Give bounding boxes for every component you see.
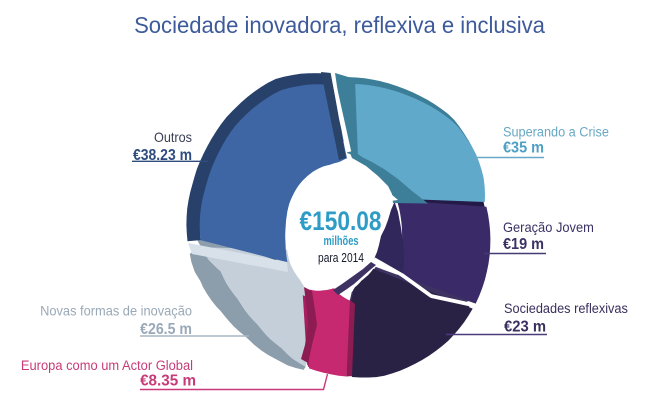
svg-text:Europa como um Actor Global: Europa como um Actor Global [21,358,193,374]
svg-text:Novas formas de inovação: Novas formas de inovação [40,303,192,319]
svg-text:Superando a Crise: Superando a Crise [503,124,609,140]
svg-text:milhões: milhões [324,235,359,249]
svg-text:Sociedade inovadora, reflexiva: Sociedade inovadora, reflexiva e inclusi… [134,13,545,39]
svg-text:Outros: Outros [154,129,192,145]
svg-text:€26.5 m: €26.5 m [140,321,192,338]
svg-text:Sociedades reflexivas: Sociedades reflexivas [504,300,628,316]
svg-text:€23 m: €23 m [504,318,546,335]
svg-text:€35 m: €35 m [503,139,544,157]
svg-text:Geração Jovem: Geração Jovem [503,220,594,236]
svg-text:€38.23 m: €38.23 m [133,147,192,164]
svg-text:€19 m: €19 m [503,236,544,254]
svg-text:€8.35 m: €8.35 m [140,372,196,389]
svg-text:€150.08: €150.08 [300,206,382,236]
svg-text:para 2014: para 2014 [318,251,364,265]
